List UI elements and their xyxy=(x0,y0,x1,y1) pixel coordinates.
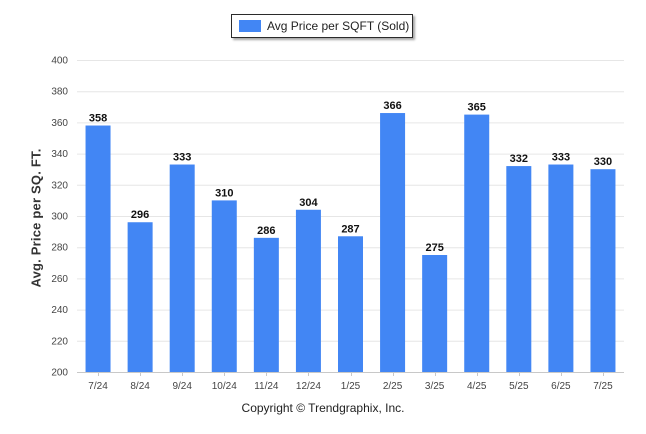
bar xyxy=(169,164,195,372)
x-tick-label: 8/24 xyxy=(130,381,150,392)
data-label: 358 xyxy=(89,113,107,125)
y-tick-label: 240 xyxy=(51,305,68,316)
bar xyxy=(422,255,448,372)
y-tick-label: 360 xyxy=(51,118,68,129)
bar xyxy=(380,113,406,372)
bar xyxy=(506,166,532,372)
bar xyxy=(590,169,616,372)
data-label: 286 xyxy=(257,225,275,237)
data-label: 296 xyxy=(131,209,149,221)
bar xyxy=(127,222,153,372)
bar xyxy=(464,114,490,372)
x-tick-label: 9/24 xyxy=(172,381,192,392)
x-tick-label: 12/24 xyxy=(296,381,321,392)
data-label: 275 xyxy=(425,242,443,254)
y-tick-label: 220 xyxy=(51,336,68,347)
y-tick-label: 400 xyxy=(51,56,68,67)
data-label: 332 xyxy=(510,153,528,165)
y-tick-label: 280 xyxy=(51,243,68,254)
data-label: 365 xyxy=(468,102,486,114)
x-tick-label: 5/25 xyxy=(509,381,529,392)
data-label: 310 xyxy=(215,187,233,199)
data-label: 304 xyxy=(299,197,318,209)
x-tick-label: 4/25 xyxy=(467,381,487,392)
bar xyxy=(253,237,279,372)
legend: Avg Price per SQFT (Sold) xyxy=(231,14,413,38)
y-tick-label: 200 xyxy=(51,368,68,379)
x-tick-label: 10/24 xyxy=(212,381,237,392)
bar xyxy=(211,200,237,372)
y-tick-label: 320 xyxy=(51,180,68,191)
x-tick-label: 11/24 xyxy=(254,381,279,392)
data-label: 330 xyxy=(594,156,612,168)
y-tick-label: 260 xyxy=(51,274,68,285)
x-tick-label: 6/25 xyxy=(551,381,571,392)
bar xyxy=(295,209,321,372)
data-label: 287 xyxy=(341,223,359,235)
x-tick-label: 2/25 xyxy=(383,381,403,392)
data-label: 333 xyxy=(173,152,191,164)
copyright-text: Copyright © Trendgraphix, Inc. xyxy=(241,401,405,415)
data-label: 366 xyxy=(383,100,401,112)
x-tick-label: 3/25 xyxy=(425,381,445,392)
x-tick-label: 1/25 xyxy=(341,381,361,392)
x-tick-label: 7/24 xyxy=(88,381,108,392)
y-tick-label: 340 xyxy=(51,149,68,160)
bar xyxy=(548,164,574,372)
x-tick-label: 7/25 xyxy=(593,381,613,392)
legend-label: Avg Price per SQFT (Sold) xyxy=(267,19,410,33)
legend-swatch xyxy=(239,20,261,32)
y-tick-label: 300 xyxy=(51,212,68,223)
data-label: 333 xyxy=(552,152,570,164)
bar xyxy=(85,125,111,373)
y-tick-label: 380 xyxy=(51,87,68,98)
bar xyxy=(338,236,363,372)
